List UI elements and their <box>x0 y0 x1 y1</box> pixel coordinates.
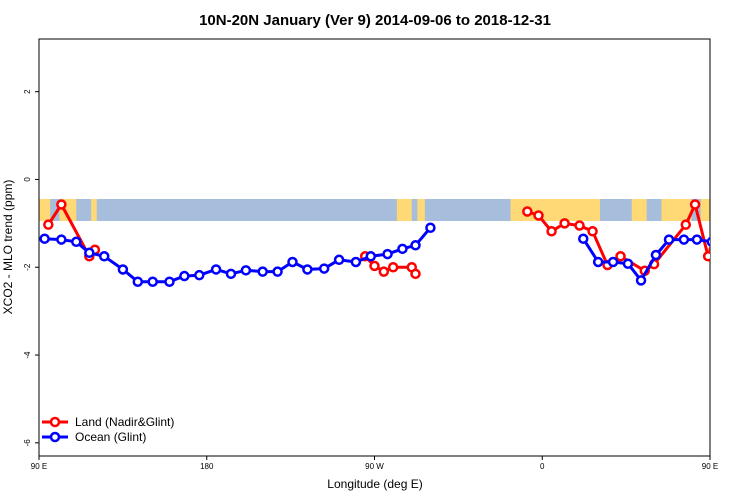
y-tick-label-2: -2 <box>23 263 32 271</box>
series-1-point-24 <box>410 240 421 251</box>
y-axis-label: XCO2 - MLO trend (ppm) <box>1 180 15 315</box>
series-1-point-8 <box>164 276 175 287</box>
series-1-point-5 <box>117 264 129 275</box>
x-tick-label-2: 90 W <box>365 462 384 471</box>
y-tick-label-4: -6 <box>23 439 32 447</box>
map-land-6 <box>631 199 647 221</box>
series-1-point-31 <box>650 249 662 261</box>
map-land-8 <box>700 199 710 221</box>
series-0-point-10 <box>522 206 533 217</box>
series-1-point-0 <box>39 233 50 244</box>
map-land-2 <box>91 199 97 221</box>
series-1-point-26 <box>578 233 589 244</box>
series-1-point-16 <box>287 256 298 268</box>
series-1-point-12 <box>225 268 237 280</box>
series-0-point-1 <box>56 199 67 210</box>
series-0-point-12 <box>546 226 557 237</box>
series-0-point-14 <box>574 220 585 231</box>
series-0-point-17 <box>615 251 626 262</box>
legend-land-label: Land (Nadir&Glint) <box>75 415 174 429</box>
y-tick-label-3: -4 <box>23 351 32 359</box>
map-land-4 <box>417 199 425 221</box>
legend-ocean-marker <box>49 431 61 443</box>
series-1-point-3 <box>84 247 95 259</box>
series-1-point-2 <box>71 236 82 248</box>
series-0-point-21 <box>689 199 701 210</box>
map-land-5 <box>510 199 601 221</box>
series-1-point-36 <box>721 247 729 255</box>
legend-land-marker <box>49 416 61 428</box>
series-0-point-15 <box>587 226 598 237</box>
series-0-point-5 <box>369 260 380 272</box>
series-0-point-0 <box>43 219 54 230</box>
series-0-point-7 <box>387 262 399 273</box>
series-1-point-20 <box>350 256 362 268</box>
x-axis-label: Longitude (deg E) <box>327 477 422 491</box>
series-1-point-10 <box>194 269 205 281</box>
x-axis: 90 E 180 90 W 0 90 E <box>31 456 718 471</box>
y-tick-label-1: 0 <box>23 177 32 182</box>
map-land-3 <box>396 199 412 221</box>
y-tick-label-0: 2 <box>23 89 32 94</box>
series-layer <box>39 199 744 287</box>
world-map-band <box>39 199 710 221</box>
series-1-point-13 <box>240 265 252 276</box>
map-ocean <box>39 199 710 221</box>
series-1-line-1 <box>582 237 710 282</box>
series-1-point-17 <box>302 264 313 275</box>
series-1-point-32 <box>663 234 675 245</box>
x-tick-label-1: 180 <box>200 462 214 471</box>
series-1-point-4 <box>98 251 110 262</box>
series-0-point-23 <box>708 245 710 254</box>
series-0-point-9 <box>410 268 421 280</box>
series-1 <box>39 222 744 287</box>
series-1-point-34 <box>691 234 703 245</box>
series-1-point-6 <box>132 276 144 287</box>
x-tick-label-4: 90 E <box>702 462 718 471</box>
series-1-point-1 <box>56 234 67 245</box>
chart-title: 10N-20N January (Ver 9) 2014-09-06 to 20… <box>199 12 551 29</box>
series-0-point-6 <box>378 266 390 277</box>
legend: Land (Nadir&Glint) Ocean (Glint) <box>42 415 174 444</box>
series-1-point-21 <box>365 251 377 262</box>
series-1-point-25 <box>425 222 436 233</box>
series-1-point-33 <box>678 234 690 245</box>
series-0-point-20 <box>680 219 692 230</box>
series-1-point-14 <box>257 266 268 277</box>
map-land-0 <box>39 199 51 221</box>
series-1-point-37 <box>736 252 744 260</box>
legend-ocean-label: Ocean (Glint) <box>75 430 146 444</box>
series-0-point-11 <box>533 210 544 221</box>
x-tick-label-3: 0 <box>540 462 545 471</box>
x-tick-label-0: 90 E <box>31 462 47 471</box>
series-1-point-22 <box>382 248 393 260</box>
series-1-point-11 <box>210 264 222 275</box>
series-1-point-15 <box>272 266 283 277</box>
series-1-point-29 <box>622 258 634 269</box>
series-1-point-27 <box>592 256 604 268</box>
plot-frame <box>38 38 711 457</box>
map-land-7 <box>661 199 692 221</box>
y-axis: 2 0 -2 -4 -6 <box>23 89 39 446</box>
series-1-point-7 <box>147 276 158 287</box>
series-1-point-18 <box>318 263 330 274</box>
series-1-point-35 <box>706 236 710 247</box>
series-1-point-30 <box>635 275 647 286</box>
series-1-point-28 <box>607 256 619 268</box>
series-0-point-22 <box>702 251 710 262</box>
series-1-point-23 <box>397 243 408 255</box>
series-1-point-9 <box>179 270 190 282</box>
series-1-point-19 <box>333 254 345 266</box>
series-0-point-13 <box>559 218 570 229</box>
